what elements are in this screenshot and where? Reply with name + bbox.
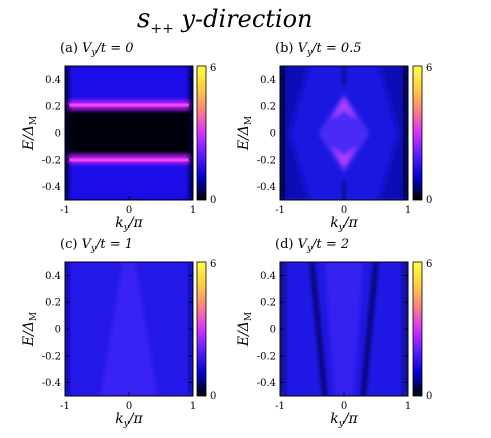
x-axis-label: ky/π [330,411,358,429]
x-axis-label: ky/π [115,215,143,233]
panel-title-prefix: (b) [275,41,298,56]
y-tick-label: 0.2 [260,102,276,113]
panel-title-sub: y [90,48,97,58]
panel-title-var: V [298,237,309,252]
heatmap-panel: (a) Vy/t = 0 0.4 0.2 0 -0.2 -0.4 -1 0 1 ky/π E/ΔM 6… [21,41,216,233]
y-tick-label: -0.2 [42,351,61,362]
panel-title: (d) Vy/t = 2 [275,237,349,254]
colorbar-min-label: 0 [210,391,216,402]
colorbar-min-label: 0 [210,195,216,206]
y-tick-label: -0.2 [257,155,276,166]
heatmap-panel: (b) Vy/t = 0.5 0.4 0.2 0 -0.2 -0.4 -1 0 1 ky/π E/Δ… [236,41,432,233]
colorbar-max-label: 6 [210,63,216,74]
x-tick-label: 1 [405,401,411,412]
colorbar-min-label: 0 [426,391,432,402]
x-tick-label: 1 [190,401,196,412]
x-tick-label: -1 [60,205,70,216]
x-tick-label: 0 [126,401,132,412]
panel-title-sub: y [306,244,313,254]
panel-title-suffix: /t = 0.5 [310,41,361,56]
y-tick-label: 0.2 [45,102,61,113]
panel-title-var: V [82,237,93,252]
y-tick-label: 0 [270,325,276,336]
panel-title-prefix: (d) [275,237,298,252]
figure-title-subscript: ++ [150,21,173,37]
y-tick-label: -0.4 [257,182,276,193]
y-tick-label: -0.4 [257,378,276,389]
heatmap-image [280,262,408,396]
y-axis-label: E/ΔM [21,312,39,347]
panel-title-var: V [298,41,309,56]
x-axis-label: ky/π [330,215,358,233]
x-tick-label: 0 [341,401,347,412]
y-tick-label: 0.2 [260,298,276,309]
heatmap-image [280,66,408,200]
panel-title-var: V [82,41,93,56]
y-tick-label: 0.4 [260,75,276,86]
panel-title-sub: y [306,48,313,58]
colorbar [412,65,423,201]
panel-title: (c) Vy/t = 1 [60,237,133,254]
panel-title: (b) Vy/t = 0.5 [275,41,362,58]
y-tick-label: -0.2 [42,155,61,166]
colorbar [196,261,207,397]
y-tick-label: -0.4 [42,378,61,389]
x-axis-label: ky/π [115,411,143,429]
y-axis-label: E/ΔM [236,116,254,151]
colorbar-max-label: 6 [426,63,432,74]
heatmap-panel: (c) Vy/t = 1 0.4 0.2 0 -0.2 -0.4 -1 0 1 ky/π E/ΔM 6… [21,237,216,429]
colorbar [412,261,423,397]
panel-title-prefix: (a) [60,41,82,56]
heatmap-panel: (d) Vy/t = 2 0.4 0.2 0 -0.2 -0.4 -1 0 1 ky/π E/ΔM 6… [236,237,432,429]
y-tick-label: 0.2 [45,298,61,309]
colorbar-max-label: 6 [426,259,432,270]
heatmap-image [65,262,193,396]
y-tick-label: 0 [55,129,61,140]
y-axis-label: E/ΔM [21,116,39,151]
x-tick-label: -1 [275,205,285,216]
y-tick-label: 0 [270,129,276,140]
colorbar-max-label: 6 [210,259,216,270]
panel-title: (a) Vy/t = 0 [60,41,134,58]
y-tick-label: 0 [55,325,61,336]
x-tick-label: 0 [126,205,132,216]
figure-title-rest: y-direction [174,5,313,33]
x-tick-label: 1 [190,205,196,216]
panel-title-prefix: (c) [60,237,82,252]
panel-title-suffix: /t = 2 [310,237,349,252]
panel-title-suffix: /t = 1 [94,237,133,252]
colorbar [196,65,207,201]
x-tick-label: 1 [405,205,411,216]
heatmap-image [65,66,193,200]
x-tick-label: -1 [275,401,285,412]
y-tick-label: -0.4 [42,182,61,193]
x-tick-label: 0 [341,205,347,216]
x-tick-label: -1 [60,401,70,412]
panel-title-sub: y [90,244,97,254]
colorbar-min-label: 0 [426,195,432,206]
panel-title-suffix: /t = 0 [95,41,134,56]
figure-title: s++ y-direction [137,4,313,37]
y-tick-label: 0.4 [260,271,276,282]
y-axis-label: E/ΔM [236,312,254,347]
figure-title-main: s [137,4,150,34]
y-tick-label: -0.2 [257,351,276,362]
y-tick-label: 0.4 [45,271,61,282]
y-tick-label: 0.4 [45,75,61,86]
